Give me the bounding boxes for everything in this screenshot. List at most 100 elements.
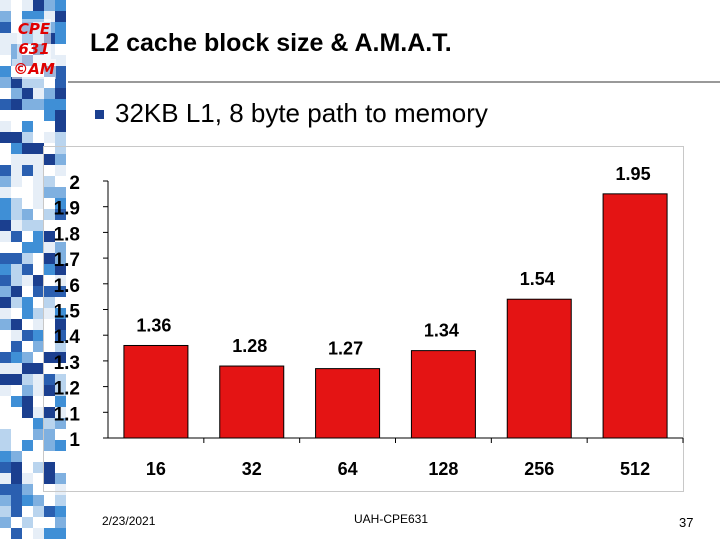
decorative-tile: [11, 77, 22, 88]
decorative-tile: [33, 374, 44, 385]
decorative-tile: [0, 396, 11, 407]
decorative-tile: [33, 429, 44, 440]
decorative-tile: [33, 418, 44, 429]
decorative-tile: [33, 264, 44, 275]
decorative-tile: [11, 352, 22, 363]
decorative-tile: [33, 330, 44, 341]
decorative-tile: [0, 187, 11, 198]
decorative-tile: [0, 484, 11, 495]
decorative-tile: [33, 110, 44, 121]
decorative-tile: [0, 143, 11, 154]
decorative-tile: [33, 396, 44, 407]
decorative-tile: [0, 341, 11, 352]
decorative-tile: [55, 264, 66, 275]
decorative-tile: [11, 132, 22, 143]
decorative-tile: [44, 275, 55, 286]
decorative-tile: [0, 319, 11, 330]
decorative-tile: [11, 187, 22, 198]
y-tick-label: 1.9: [54, 199, 80, 220]
decorative-tile: [22, 143, 33, 154]
decorative-tile: [22, 407, 33, 418]
decorative-tile: [22, 451, 33, 462]
decorative-tile: [55, 275, 66, 286]
decorative-tile: [0, 418, 11, 429]
decorative-tile: [44, 187, 55, 198]
decorative-tile: [22, 88, 33, 99]
decorative-tile: [33, 187, 44, 198]
decorative-tile: [0, 275, 11, 286]
decorative-tile: [22, 275, 33, 286]
logo-line-1: CPE: [16, 19, 52, 39]
decorative-tile: [11, 319, 22, 330]
decorative-tile: [11, 143, 22, 154]
decorative-tile: [44, 517, 55, 528]
decorative-tile: [55, 253, 66, 264]
decorative-tile: [33, 341, 44, 352]
decorative-tile: [0, 198, 11, 209]
decorative-tile: [22, 253, 33, 264]
decorative-tile: [55, 341, 66, 352]
decorative-tile: [11, 484, 22, 495]
decorative-tile: [33, 165, 44, 176]
decorative-tile: [55, 286, 66, 297]
decorative-tile: [33, 198, 44, 209]
decorative-tile: [44, 374, 55, 385]
decorative-tile: [33, 319, 44, 330]
decorative-tile: [11, 385, 22, 396]
decorative-tile: [44, 231, 55, 242]
decorative-tile: [44, 154, 55, 165]
footer-date: 2/23/2021: [102, 514, 156, 528]
decorative-tile: [22, 418, 33, 429]
decorative-tile: [0, 176, 11, 187]
decorative-tile: [0, 517, 11, 528]
decorative-tile: [11, 198, 22, 209]
decorative-tile: [55, 484, 66, 495]
decorative-tile: [0, 451, 11, 462]
decorative-tile: [55, 66, 66, 77]
slide-title: L2 cache block size & A.M.A.T.: [90, 29, 452, 57]
logo-line-3: ©AM: [12, 59, 56, 79]
decorative-tile: [0, 495, 11, 506]
bar-64: [315, 368, 381, 439]
y-tick-label: 1.4: [54, 327, 81, 348]
decorative-tile: [22, 440, 33, 451]
decorative-tile: [55, 407, 66, 418]
decorative-tile: [55, 22, 66, 33]
decorative-tile: [11, 396, 22, 407]
decorative-tile: [33, 528, 44, 539]
decorative-tile: [11, 220, 22, 231]
decorative-tile: [55, 143, 66, 154]
bar-128: [410, 350, 476, 439]
y-tick-label: 1.3: [54, 353, 80, 374]
y-tick-label: 1.5: [54, 302, 81, 323]
decorative-tile: [55, 242, 66, 253]
decorative-tile: [22, 154, 33, 165]
decorative-tile: [0, 121, 11, 132]
decorative-tile: [0, 297, 11, 308]
decorative-tile: [0, 374, 11, 385]
decorative-tile: [22, 165, 33, 176]
decorative-tile: [22, 220, 33, 231]
decorative-tile: [55, 495, 66, 506]
x-tick-label: 128: [428, 459, 458, 479]
decorative-tile: [11, 506, 22, 517]
decorative-tile: [22, 242, 33, 253]
decorative-tile: [55, 352, 66, 363]
decorative-tile: [44, 253, 55, 264]
decorative-tile: [0, 308, 11, 319]
x-tick-label: 32: [242, 459, 262, 479]
decorative-tile: [22, 330, 33, 341]
decorative-tile: [44, 528, 55, 539]
decorative-tile: [33, 99, 44, 110]
decorative-tile: [11, 363, 22, 374]
decorative-tile: [0, 440, 11, 451]
decorative-tile: [0, 352, 11, 363]
decorative-tile: [44, 88, 55, 99]
y-tick-label: 1.6: [54, 276, 80, 297]
decorative-tile: [11, 176, 22, 187]
data-label: 1.28: [232, 336, 267, 356]
decorative-tile: [33, 220, 44, 231]
page-number: 37: [679, 515, 694, 530]
decorative-tile: [33, 154, 44, 165]
